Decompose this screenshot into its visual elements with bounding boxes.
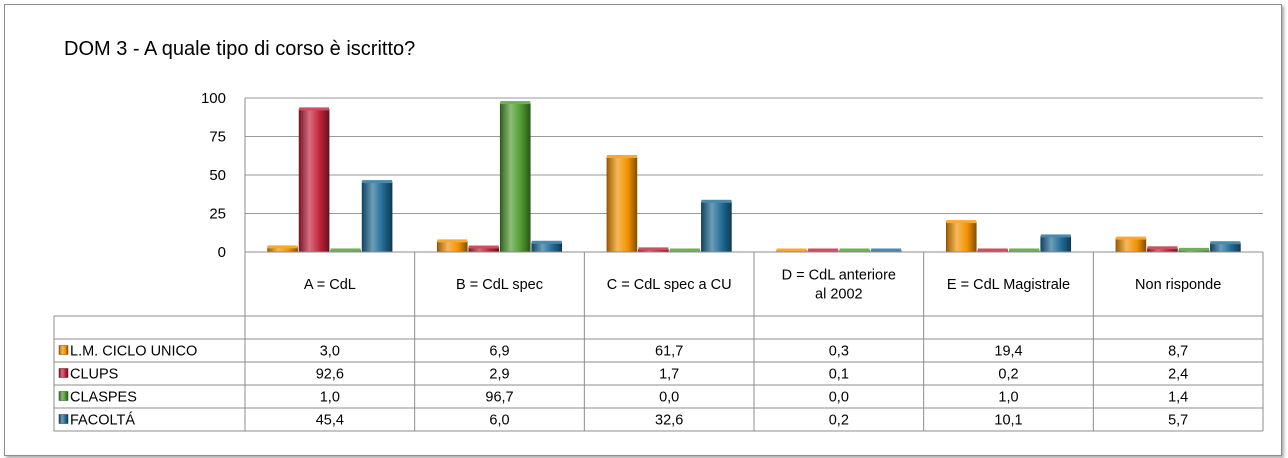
bar-cap bbox=[299, 107, 330, 111]
data-label: 1,0 bbox=[998, 390, 1018, 406]
bar-cap bbox=[437, 239, 468, 243]
data-label: 0,3 bbox=[829, 344, 849, 360]
data-label: 0,0 bbox=[659, 390, 679, 406]
bar-cap bbox=[1009, 248, 1040, 252]
chart-title: DOM 3 - A quale tipo di corso è iscritto… bbox=[64, 38, 416, 60]
bar-cap bbox=[701, 199, 732, 203]
data-label: 0,1 bbox=[829, 367, 849, 383]
chart-frame bbox=[4, 4, 1282, 456]
legend-label: CLASPES bbox=[70, 390, 137, 406]
bar-cap bbox=[638, 247, 669, 251]
bar-cap bbox=[669, 248, 700, 252]
bar-cap bbox=[839, 248, 870, 252]
bar-cap bbox=[468, 245, 499, 249]
data-label: 19,4 bbox=[994, 344, 1022, 360]
data-label: 92,6 bbox=[316, 367, 344, 383]
y-tick-label: 25 bbox=[209, 206, 226, 223]
y-tick-label: 0 bbox=[218, 244, 226, 261]
data-label: 3,0 bbox=[320, 344, 340, 360]
bar bbox=[531, 242, 563, 253]
y-tick-label: 100 bbox=[201, 90, 226, 107]
legend-label: CLUPS bbox=[70, 367, 118, 383]
data-label: 61,7 bbox=[655, 344, 683, 360]
data-label: 32,6 bbox=[655, 413, 683, 429]
bar-cap bbox=[1040, 234, 1071, 238]
bar bbox=[1040, 236, 1072, 253]
bar-cap bbox=[500, 101, 531, 105]
bar-cap bbox=[1178, 247, 1209, 251]
bar-cap bbox=[606, 154, 637, 158]
x-tick-label: Non risponde bbox=[1135, 277, 1221, 293]
bar bbox=[701, 201, 732, 253]
legend-key bbox=[58, 391, 69, 401]
bar bbox=[945, 221, 977, 253]
data-label: 1,4 bbox=[1168, 390, 1188, 406]
data-label: 0,2 bbox=[829, 413, 849, 429]
bar bbox=[298, 109, 330, 253]
data-label: 1,0 bbox=[320, 390, 340, 406]
bar bbox=[361, 181, 393, 253]
bar-cap bbox=[267, 245, 298, 249]
bar-cap bbox=[1115, 236, 1146, 240]
bar bbox=[1210, 242, 1241, 253]
bar-cap bbox=[531, 240, 562, 244]
data-label: 6,9 bbox=[489, 344, 509, 360]
x-tick-label: A = CdL bbox=[304, 277, 356, 293]
data-label: 10,1 bbox=[994, 413, 1022, 429]
data-label: 0,0 bbox=[829, 390, 849, 406]
bar-cap bbox=[362, 180, 393, 184]
data-label: 2,4 bbox=[1168, 367, 1188, 383]
data-label: 6,0 bbox=[489, 413, 509, 429]
data-label: 5,7 bbox=[1168, 413, 1188, 429]
y-tick-label: 75 bbox=[209, 129, 226, 146]
y-tick-label: 50 bbox=[209, 167, 226, 184]
bar-cap bbox=[1147, 246, 1178, 250]
data-label: 45,4 bbox=[316, 413, 344, 429]
x-tick-label: E = CdL Magistrale bbox=[947, 277, 1070, 293]
bar-cap bbox=[776, 248, 807, 252]
bar-cap bbox=[946, 220, 977, 224]
x-tick-label: B = CdL spec bbox=[456, 277, 543, 293]
bar bbox=[1115, 238, 1147, 253]
data-label: 96,7 bbox=[485, 390, 513, 406]
x-tick-label: D = CdL anteriore bbox=[782, 268, 896, 284]
data-label: 8,7 bbox=[1168, 344, 1188, 360]
bar-cap bbox=[977, 248, 1008, 252]
bar-cap bbox=[871, 248, 902, 252]
bar bbox=[499, 102, 531, 253]
bar bbox=[606, 156, 638, 253]
data-label: 0,2 bbox=[998, 367, 1018, 383]
x-tick-label: C = CdL spec a CU bbox=[607, 277, 732, 293]
legend-key bbox=[58, 345, 69, 355]
bar-cap bbox=[808, 248, 839, 252]
bar bbox=[436, 241, 468, 253]
x-tick-label: al 2002 bbox=[815, 287, 863, 303]
legend-key bbox=[58, 414, 69, 424]
bar-cap bbox=[330, 248, 361, 252]
legend-label: L.M. CICLO UNICO bbox=[70, 344, 197, 360]
data-label: 1,7 bbox=[659, 367, 679, 383]
data-label: 2,9 bbox=[489, 367, 509, 383]
legend-label: FACOLTÁ bbox=[70, 412, 135, 429]
legend-key bbox=[58, 368, 69, 378]
bar-cap bbox=[1210, 241, 1241, 245]
